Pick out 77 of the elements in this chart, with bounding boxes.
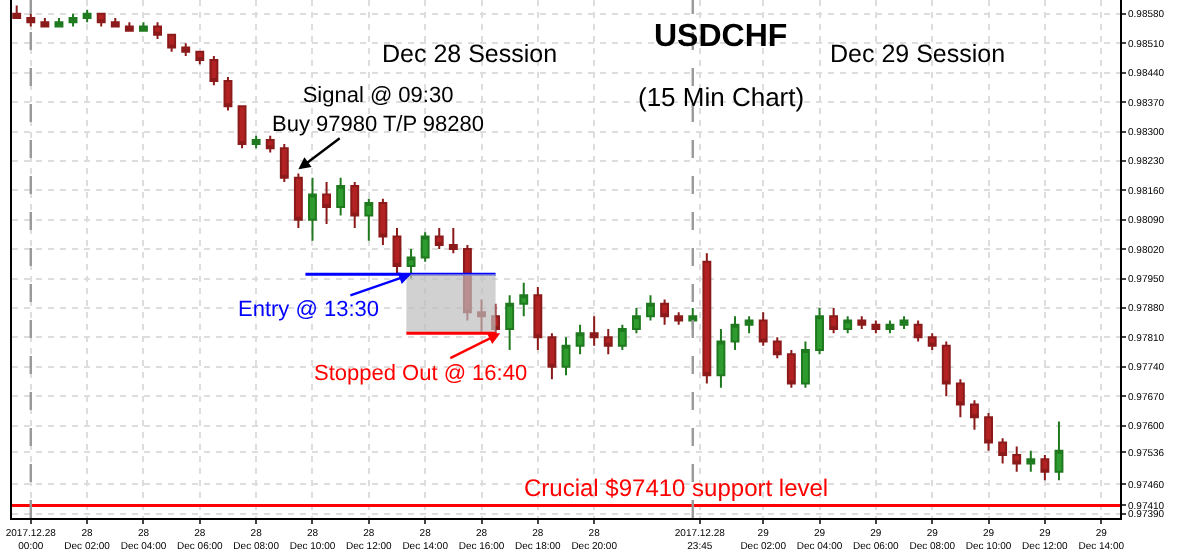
candlestick [434,227,444,251]
candlestick [209,54,219,87]
candlestick [68,12,78,28]
annotation: Dec 29 Session [830,40,1006,68]
candlestick [674,311,684,326]
candlestick [730,315,740,351]
candlestick [139,21,148,32]
candlestick [786,348,796,389]
candlestick [265,134,275,154]
candlestick [448,227,458,255]
candlestick [561,336,571,377]
annotation: Entry @ 13:30 [238,298,379,322]
candlestick [744,315,754,335]
candlestick [758,311,768,347]
annotation: Stopped Out @ 16:40 [314,362,528,386]
annotation: Signal @ 09:30 Buy 97980 T/P 98280 [272,84,485,137]
candlestick [631,306,641,335]
ref-line-label: Crucial $97410 support level [524,474,829,502]
candlestick [998,437,1008,465]
candlestick [984,411,993,452]
candlestick [843,315,853,335]
candlestick [124,21,134,32]
candlestick [364,197,374,242]
candlestick [885,319,895,335]
candlestick [167,33,177,53]
candlestick [223,75,233,112]
candlestick [716,327,726,389]
candlestick [392,227,402,276]
candlestick [336,176,346,217]
candlestick [519,281,529,318]
candlestick [871,319,881,335]
candlestick [378,197,388,246]
candlestick [913,319,923,343]
candlestick [800,340,810,389]
candlestick [857,315,867,330]
candlestick [575,323,585,356]
candlestick [82,8,92,24]
candlestick [646,294,655,322]
candlestick [772,336,782,360]
candlestick [195,50,205,66]
candlestick [110,17,120,28]
candlestick [279,143,289,183]
candlestick [617,323,627,351]
annotation: Dec 28 Session [382,40,558,68]
text: (15 Min Chart) [638,82,805,112]
candlestick [941,340,951,398]
candlestick [970,399,979,431]
candlestick [702,252,712,385]
candlestick [96,12,106,28]
candlestick [350,180,360,230]
candlestick [237,105,247,150]
candlestick [603,327,613,356]
candlestick [181,42,191,57]
candlestick [955,378,965,419]
candlestick [308,176,317,242]
candlestick [505,294,515,351]
candlestick [660,298,670,326]
candlestick [26,12,36,28]
candlestick [829,306,839,335]
candlestick [1054,420,1064,482]
candlestick [1012,445,1022,473]
candlestick [1040,453,1050,482]
candlestick [293,172,303,230]
candlestick [815,306,824,356]
candlestick [589,315,599,347]
candlestick [1026,449,1036,473]
candlestick [40,17,50,28]
candlestick [153,21,162,41]
candlestick [420,231,430,263]
candlestick [927,332,937,351]
candlestick [547,332,557,381]
candlestick [322,180,332,225]
candlestick [533,285,543,351]
candlestick [899,315,909,330]
candlestick [12,4,22,20]
text: USDCHF [654,20,788,54]
candlestick [251,134,261,150]
